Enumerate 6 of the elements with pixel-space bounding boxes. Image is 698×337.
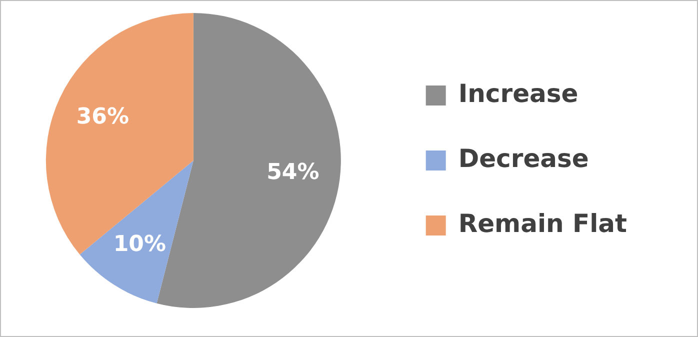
legend-label: Remain Flat: [458, 209, 628, 238]
data-label: 36%: [76, 104, 129, 130]
legend-label: Increase: [458, 79, 578, 108]
data-label: 54%: [266, 160, 320, 185]
data-label: 10%: [113, 232, 166, 257]
legend-label: Decrease: [458, 144, 589, 173]
